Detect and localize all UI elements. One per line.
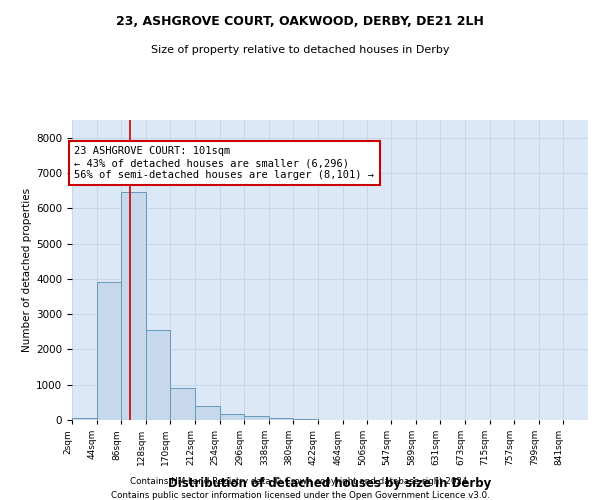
Bar [293,419,318,420]
Y-axis label: Number of detached properties: Number of detached properties [22,188,32,352]
Bar [195,406,220,420]
Text: Size of property relative to detached houses in Derby: Size of property relative to detached ho… [151,45,449,55]
Text: Contains HM Land Registry data © Crown copyright and database right 2024.: Contains HM Land Registry data © Crown c… [130,478,470,486]
Text: Contains public sector information licensed under the Open Government Licence v3: Contains public sector information licen… [110,491,490,500]
Bar [244,416,269,420]
Bar [121,192,146,420]
Bar [269,418,293,420]
Bar [146,330,170,420]
X-axis label: Distribution of detached houses by size in Derby: Distribution of detached houses by size … [169,476,491,490]
Bar [97,282,121,420]
Text: 23, ASHGROVE COURT, OAKWOOD, DERBY, DE21 2LH: 23, ASHGROVE COURT, OAKWOOD, DERBY, DE21… [116,15,484,28]
Bar [170,388,195,420]
Bar [72,418,97,420]
Bar [220,414,244,420]
Text: 23 ASHGROVE COURT: 101sqm
← 43% of detached houses are smaller (6,296)
56% of se: 23 ASHGROVE COURT: 101sqm ← 43% of detac… [74,146,374,180]
